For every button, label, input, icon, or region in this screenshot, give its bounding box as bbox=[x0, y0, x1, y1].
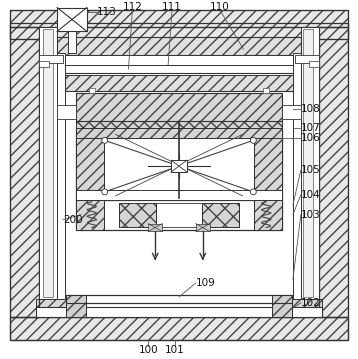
Bar bbox=[319, 27, 348, 317]
Bar bbox=[57, 37, 301, 55]
Bar bbox=[171, 160, 187, 172]
Bar bbox=[76, 200, 104, 229]
Bar bbox=[10, 23, 348, 39]
Text: 107: 107 bbox=[301, 123, 321, 134]
Bar bbox=[76, 93, 282, 121]
Bar bbox=[57, 105, 76, 118]
Bar bbox=[254, 200, 282, 229]
Circle shape bbox=[250, 189, 256, 195]
Bar bbox=[196, 224, 210, 232]
Text: 105: 105 bbox=[301, 165, 321, 175]
Bar bbox=[57, 53, 65, 299]
Bar bbox=[202, 203, 240, 227]
Bar bbox=[39, 61, 49, 67]
Bar bbox=[319, 27, 348, 317]
Bar bbox=[66, 295, 292, 303]
Bar bbox=[57, 37, 301, 55]
Bar bbox=[293, 53, 301, 299]
Bar bbox=[10, 317, 348, 340]
Bar bbox=[36, 299, 66, 317]
Bar bbox=[66, 295, 292, 303]
Bar bbox=[303, 29, 313, 297]
Bar bbox=[76, 121, 282, 129]
Bar bbox=[76, 200, 282, 229]
Bar bbox=[202, 203, 240, 227]
Bar bbox=[39, 55, 63, 63]
Bar bbox=[295, 55, 319, 63]
Text: 108: 108 bbox=[301, 104, 321, 114]
Text: 110: 110 bbox=[210, 1, 229, 11]
Bar bbox=[76, 190, 282, 200]
Bar bbox=[76, 129, 282, 138]
Bar bbox=[39, 27, 57, 299]
Bar bbox=[10, 23, 348, 39]
Bar bbox=[76, 129, 282, 138]
Bar bbox=[63, 73, 295, 91]
Bar bbox=[292, 299, 322, 317]
Bar bbox=[66, 295, 86, 317]
Bar bbox=[10, 10, 348, 27]
Bar bbox=[301, 27, 319, 299]
Bar bbox=[63, 55, 295, 65]
Bar bbox=[63, 65, 295, 75]
Bar bbox=[10, 27, 39, 317]
Bar bbox=[148, 224, 162, 232]
Bar bbox=[68, 27, 76, 53]
Bar bbox=[66, 295, 292, 303]
Bar bbox=[76, 129, 104, 200]
Bar bbox=[156, 203, 202, 227]
Bar bbox=[10, 27, 39, 317]
Bar bbox=[43, 29, 53, 297]
Bar bbox=[36, 299, 66, 317]
Bar bbox=[282, 105, 301, 118]
Text: 200: 200 bbox=[63, 215, 83, 225]
Text: 111: 111 bbox=[162, 1, 182, 11]
Bar bbox=[76, 121, 282, 129]
Text: 102: 102 bbox=[301, 298, 321, 308]
Bar bbox=[118, 203, 156, 227]
Text: 104: 104 bbox=[301, 190, 321, 200]
Bar bbox=[254, 129, 282, 200]
Bar bbox=[89, 88, 95, 93]
Bar bbox=[292, 299, 322, 317]
Circle shape bbox=[250, 137, 256, 143]
Bar bbox=[76, 200, 104, 229]
Text: 113: 113 bbox=[97, 6, 117, 17]
Bar bbox=[57, 8, 87, 31]
Bar bbox=[272, 295, 292, 317]
Text: 109: 109 bbox=[196, 278, 216, 288]
Bar bbox=[309, 61, 319, 67]
Bar bbox=[66, 295, 86, 317]
Text: 100: 100 bbox=[139, 345, 158, 355]
Bar bbox=[36, 307, 322, 317]
Text: 103: 103 bbox=[301, 210, 321, 220]
Text: 106: 106 bbox=[301, 133, 321, 143]
Bar bbox=[10, 317, 348, 340]
Text: 101: 101 bbox=[165, 345, 185, 355]
Bar bbox=[10, 10, 348, 27]
Bar bbox=[118, 203, 156, 227]
Bar bbox=[254, 200, 282, 229]
Circle shape bbox=[102, 189, 108, 195]
Bar bbox=[272, 295, 292, 317]
Bar bbox=[76, 93, 282, 121]
Text: 112: 112 bbox=[122, 1, 142, 11]
Bar bbox=[76, 129, 104, 200]
Bar bbox=[63, 73, 295, 91]
Bar bbox=[263, 88, 269, 93]
Bar bbox=[76, 129, 282, 200]
Bar bbox=[254, 129, 282, 200]
Circle shape bbox=[102, 137, 108, 143]
